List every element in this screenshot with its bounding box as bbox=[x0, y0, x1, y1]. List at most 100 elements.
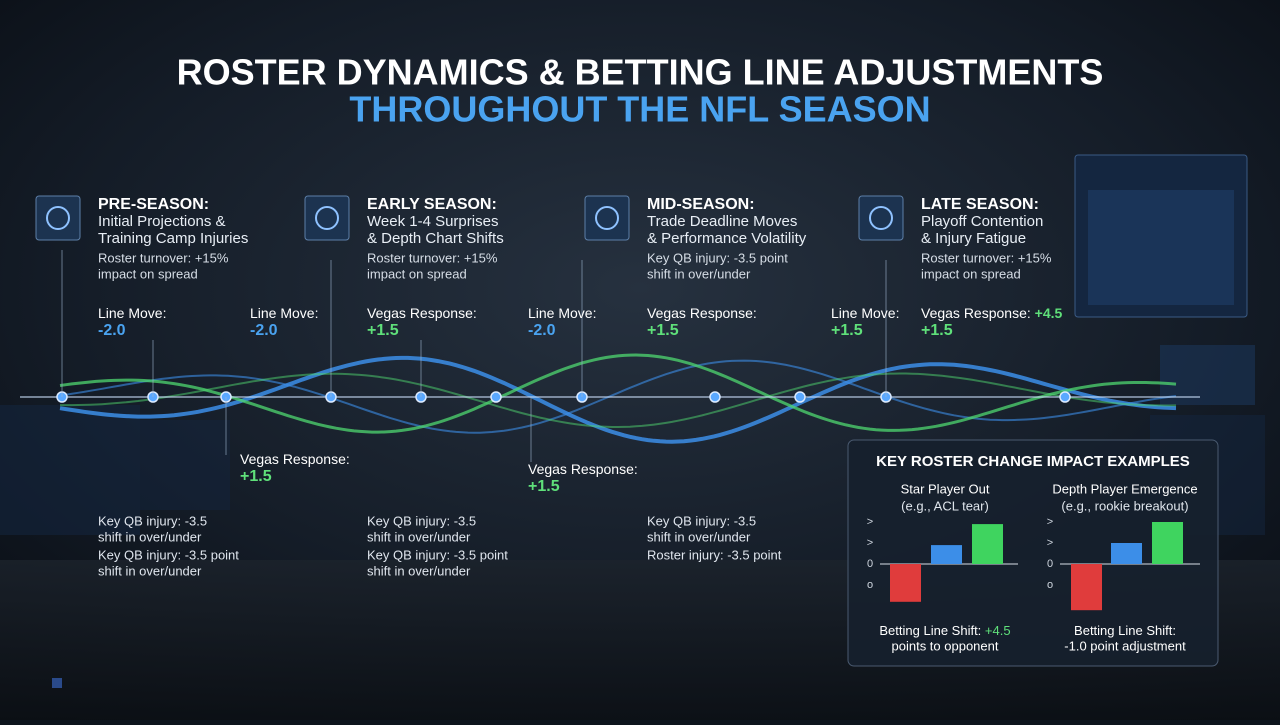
y-tick-label: 0 bbox=[867, 558, 873, 570]
phase-note: Roster turnover: +15% bbox=[367, 250, 498, 265]
annotation-label-text: Vegas Response: bbox=[528, 461, 638, 477]
annotation-label: Line Move: bbox=[528, 305, 596, 321]
y-tick-label: o bbox=[1047, 579, 1053, 591]
note-line: shift in over/under bbox=[367, 563, 471, 578]
corner-square bbox=[52, 678, 62, 688]
phase-line: Trade Deadline Moves bbox=[647, 213, 797, 230]
phase-line: & Depth Chart Shifts bbox=[367, 230, 504, 247]
annotation-label-text: Vegas Response: bbox=[647, 305, 757, 321]
chart-title: Depth Player Emergence bbox=[1052, 481, 1197, 496]
chart-subtitle: (e.g., ACL tear) bbox=[901, 498, 989, 513]
chart-subtitle: (e.g., rookie breakout) bbox=[1061, 498, 1188, 513]
content: PRE-SEASON:Initial Projections &Training… bbox=[35, 195, 1219, 667]
annotation-value: +1.5 bbox=[528, 478, 560, 495]
annotation-value: +1.5 bbox=[647, 322, 679, 339]
icon-glyph bbox=[315, 206, 339, 230]
annotation-label-text: Line Move: bbox=[250, 305, 318, 321]
annotation-value: +1.5 bbox=[921, 322, 953, 339]
phase-title: LATE SEASON: bbox=[921, 196, 1039, 213]
y-tick-label: > bbox=[1047, 537, 1053, 549]
y-tick-label: o bbox=[867, 579, 873, 591]
note-line: Key QB injury: -3.5 point bbox=[98, 547, 239, 562]
annotation-label: Line Move: bbox=[98, 305, 166, 321]
chart-footer: -1.0 point adjustment bbox=[1064, 638, 1186, 653]
annotation-label: Vegas Response: bbox=[367, 305, 477, 321]
phase-title: MID-SEASON: bbox=[647, 196, 755, 213]
chart-footer: Betting Line Shift: bbox=[1074, 623, 1176, 638]
annotation-value: +1.5 bbox=[367, 322, 399, 339]
icon-glyph bbox=[869, 206, 893, 230]
wave bbox=[60, 372, 1177, 428]
annotation-label: Vegas Response: bbox=[240, 451, 350, 467]
icon-glyph bbox=[46, 206, 70, 230]
note-line: Key QB injury: -3.5 bbox=[98, 513, 207, 528]
bar bbox=[890, 564, 921, 602]
phase-line: Initial Projections & bbox=[98, 213, 226, 230]
phase-note: impact on spread bbox=[98, 266, 198, 281]
chart-title: Star Player Out bbox=[901, 481, 990, 496]
phase-icon bbox=[584, 195, 630, 241]
phase-icon bbox=[35, 195, 81, 241]
phase-line: & Performance Volatility bbox=[647, 230, 807, 247]
note-line: Roster injury: -3.5 point bbox=[647, 547, 782, 562]
timeline-dot bbox=[709, 391, 721, 403]
chart-footer: Betting Line Shift: +4.5 bbox=[879, 623, 1010, 638]
note-line: Key QB injury: -3.5 bbox=[367, 513, 476, 528]
phase-line: Training Camp Injuries bbox=[98, 230, 248, 247]
monitor-screen bbox=[1088, 190, 1234, 305]
title: ROSTER DYNAMICS & BETTING LINE ADJUSTMEN… bbox=[177, 52, 1104, 93]
bar bbox=[1152, 522, 1183, 564]
monitor bbox=[0, 405, 140, 535]
annotation-label-text: Vegas Response: bbox=[240, 451, 350, 467]
waves bbox=[20, 250, 1200, 462]
bar bbox=[931, 545, 962, 564]
annotation-label: Line Move: bbox=[250, 305, 318, 321]
note-line: shift in over/under bbox=[98, 563, 202, 578]
annotation-label-text: Line Move: bbox=[528, 305, 596, 321]
y-tick-label: 0 bbox=[1047, 558, 1053, 570]
phase-icon bbox=[858, 195, 904, 241]
wave bbox=[59, 359, 1177, 434]
phase-note: impact on spread bbox=[367, 266, 467, 281]
annotation-label-text: Line Move: bbox=[98, 305, 166, 321]
annotation-value: -2.0 bbox=[250, 322, 278, 339]
wave bbox=[59, 353, 1177, 434]
monitor bbox=[1160, 345, 1255, 405]
annotation-label: Vegas Response: +4.5 bbox=[921, 305, 1062, 321]
phase-note: Roster turnover: +15% bbox=[98, 250, 229, 265]
y-tick-label: > bbox=[1047, 516, 1053, 528]
bar bbox=[1111, 543, 1142, 564]
bar bbox=[972, 524, 1003, 564]
wave bbox=[59, 355, 1177, 444]
phase-note: shift in over/under bbox=[647, 266, 751, 281]
chart-footer-text: Betting Line Shift: bbox=[1074, 623, 1176, 638]
annotation-label-text: Vegas Response: bbox=[367, 305, 477, 321]
footer-highlight: +4.5 bbox=[985, 623, 1011, 638]
panel-title: KEY ROSTER CHANGE IMPACT EXAMPLES bbox=[876, 453, 1190, 470]
note-line: shift in over/under bbox=[647, 529, 751, 544]
phase-note: Roster turnover: +15% bbox=[921, 250, 1052, 265]
note-line: shift in over/under bbox=[98, 529, 202, 544]
phase-title: PRE-SEASON: bbox=[98, 196, 209, 213]
annotation-value: -2.0 bbox=[528, 322, 556, 339]
phase-note: impact on spread bbox=[921, 266, 1021, 281]
note-line: Key QB injury: -3.5 bbox=[647, 513, 756, 528]
phase-line: Playoff Contention bbox=[921, 213, 1043, 230]
annotation-label-text: Vegas Response: bbox=[921, 305, 1031, 321]
impact-panel bbox=[847, 439, 1219, 667]
chart-footer: points to opponent bbox=[892, 638, 999, 653]
bar bbox=[1071, 564, 1102, 611]
annotation-value: +1.5 bbox=[240, 468, 272, 485]
icon-glyph bbox=[595, 206, 619, 230]
note-line: shift in over/under bbox=[367, 529, 471, 544]
note-line: Key QB injury: -3.5 point bbox=[367, 547, 508, 562]
timeline-dot bbox=[490, 391, 502, 403]
timeline-dot bbox=[794, 391, 806, 403]
annotation-value: -2.0 bbox=[98, 322, 126, 339]
annotation-label: Vegas Response: bbox=[647, 305, 757, 321]
chart-footer-text: Betting Line Shift: bbox=[879, 623, 981, 638]
phase-title: EARLY SEASON: bbox=[367, 196, 497, 213]
y-tick-label: > bbox=[867, 516, 873, 528]
